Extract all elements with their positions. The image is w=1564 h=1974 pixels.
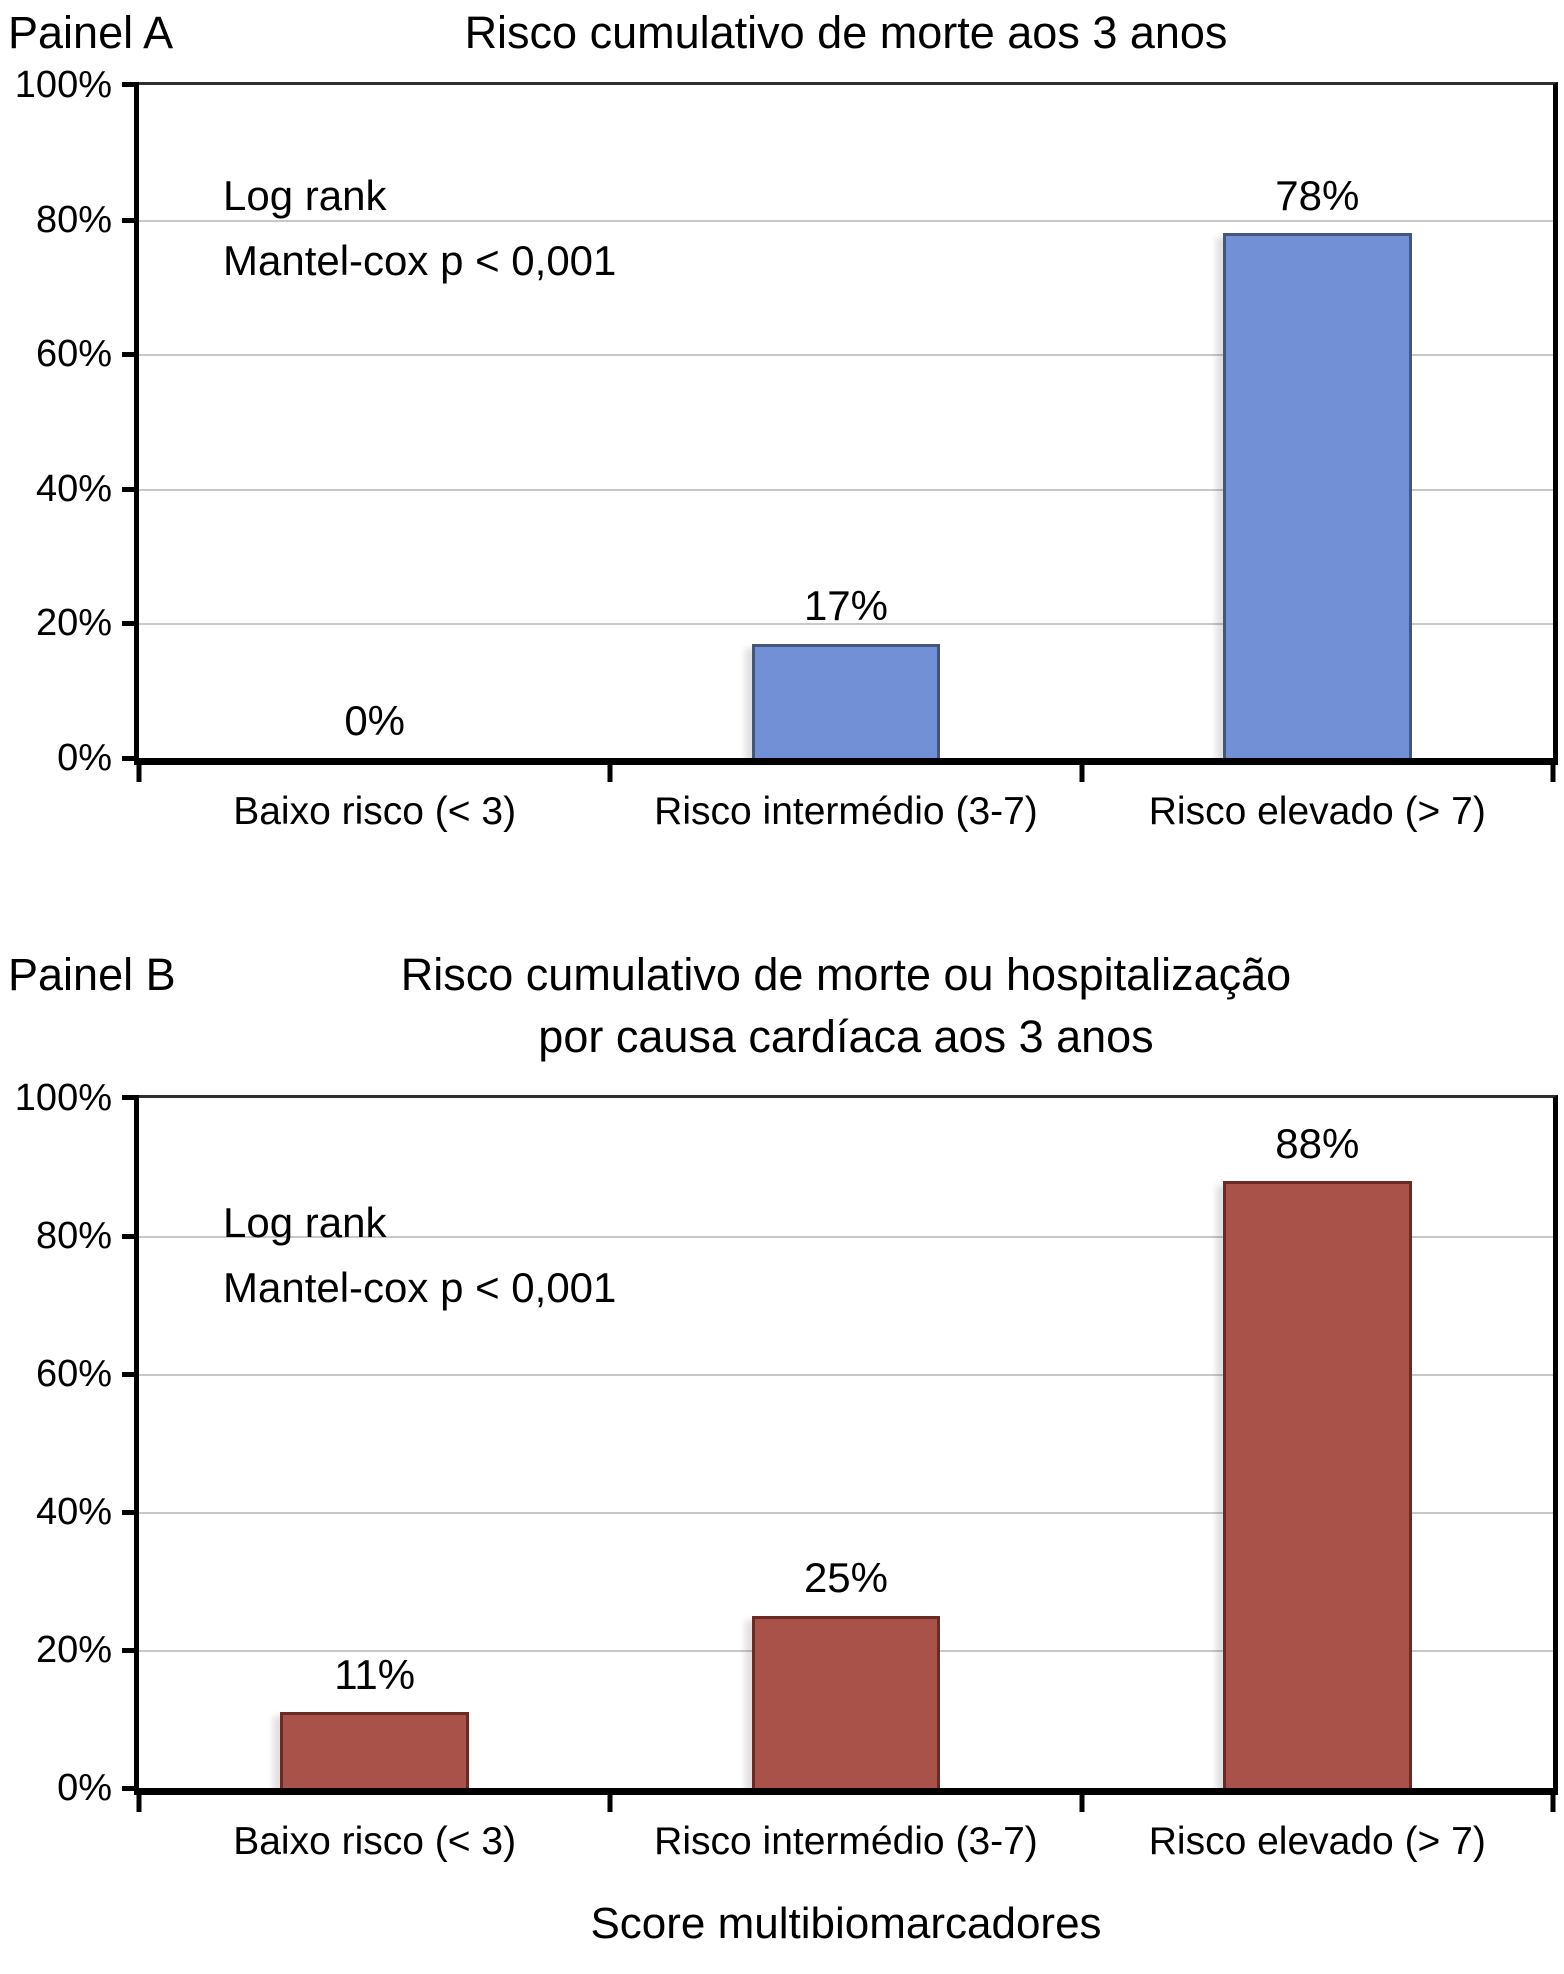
x-axis-title: Score multibiomarcadores [590, 1899, 1102, 1948]
y-axis-tick [122, 1234, 139, 1239]
y-tick-label-60: 60% [35, 1353, 112, 1395]
y-tick-label-0: 0% [57, 1767, 112, 1809]
y-tick-label-80: 80% [35, 1215, 112, 1257]
bar-high-risk [1223, 1180, 1412, 1788]
x-axis-labels: Baixo risco (< 3) Risco intermédio (3-7)… [139, 790, 1553, 834]
x-axis-tick [1079, 1795, 1085, 1812]
log-rank-text: Log rank [223, 1199, 387, 1246]
bar-low-risk [280, 1712, 469, 1788]
y-axis-tick [122, 1786, 139, 1791]
x-label-low-risk: Baixo risco (< 3) [233, 790, 517, 833]
bar-group-intermediate-risk: 25% [610, 1098, 1081, 1788]
y-axis-tick [122, 1095, 139, 1100]
x-label-intermediate-risk: Risco intermédio (3-7) [654, 790, 1038, 833]
gridline-80 [139, 1236, 1553, 1238]
panel-a-plot-area: 100% 80% 60% 40% 20% 0% Log rank Mantel-… [15, 64, 1558, 833]
y-axis-tick [122, 1372, 139, 1377]
x-axis-tick [1550, 1795, 1556, 1812]
bar-group-low-risk: 11% [139, 1098, 610, 1788]
bar-value-label: 17% [803, 582, 889, 630]
log-rank-text: Log rank [223, 172, 387, 219]
panel-a-title: Risco cumulativo de morte aos 3 anos [464, 7, 1228, 58]
gridline-40 [139, 1512, 1553, 1514]
gridline-40 [139, 488, 1553, 491]
y-tick-label-100: 100% [14, 64, 112, 106]
x-label-low-risk: Baixo risco (< 3) [233, 1820, 517, 1863]
y-axis-tick [122, 1648, 139, 1653]
bar-group-intermediate-risk: 17% [610, 85, 1081, 758]
panel-a-label: Painel A [8, 7, 174, 58]
x-label-high-risk: Risco elevado (> 7) [1148, 790, 1486, 833]
x-axis-tick [136, 765, 142, 782]
y-tick-label-100: 100% [14, 1077, 112, 1119]
stat-annotation: Log rank Mantel-cox p < 0,001 [223, 1190, 616, 1320]
x-axis-tick [607, 765, 613, 782]
gridline-60 [139, 354, 1553, 357]
bar-value-label: 11% [334, 1650, 416, 1698]
bar-group-low-risk: 0% [139, 85, 610, 758]
y-tick-label-0: 0% [57, 737, 112, 779]
bar-high-risk [1223, 233, 1412, 758]
bar-value-label: 88% [1275, 1119, 1360, 1167]
bar-group-high-risk: 78% [1082, 85, 1553, 758]
x-label-high-risk: Risco elevado (> 7) [1148, 1820, 1486, 1863]
y-tick-label-40: 40% [35, 467, 112, 510]
y-axis-tick [122, 621, 139, 627]
gridline-80 [139, 219, 1553, 222]
mantel-cox-text: Mantel-cox p < 0,001 [223, 237, 617, 285]
y-axis-tick [122, 486, 139, 492]
x-axis-tick [607, 1795, 613, 1812]
bar-group-high-risk: 88% [1082, 1098, 1553, 1788]
y-tick-label-60: 60% [35, 333, 112, 376]
y-axis-tick [122, 82, 139, 87]
panel-b-label: Painel B [8, 949, 176, 1000]
bar-value-label: 0% [344, 696, 406, 744]
stat-annotation: Log rank Mantel-cox p < 0,001 [223, 163, 616, 293]
bar-value-label: 25% [803, 1554, 889, 1602]
x-label-intermediate-risk: Risco intermédio (3-7) [654, 1820, 1038, 1863]
gridline-60 [139, 1374, 1553, 1376]
y-tick-label-40: 40% [35, 1491, 112, 1533]
x-axis-tick [1079, 765, 1085, 782]
y-tick-label-20: 20% [35, 602, 112, 645]
bar-value-label: 78% [1275, 171, 1360, 219]
mantel-cox-text: Mantel-cox p < 0,001 [223, 1264, 617, 1312]
y-axis-tick [122, 756, 139, 761]
panel-b-title-line2: por causa cardíaca aos 3 anos [538, 1011, 1154, 1062]
gridline-20 [139, 623, 1553, 626]
bar-intermediate-risk [751, 1615, 941, 1788]
x-axis-tick [136, 1795, 142, 1812]
y-tick-label-80: 80% [35, 198, 112, 241]
y-axis-tick [122, 217, 139, 223]
y-axis-tick [122, 352, 139, 358]
y-axis-tick [122, 1510, 139, 1515]
x-axis-labels: Baixo risco (< 3) Risco intermédio (3-7)… [139, 1820, 1553, 1864]
bar-intermediate-risk [751, 643, 941, 758]
panel-b-plot-area: 100% 80% 60% 40% 20% 0% Log rank Mantel-… [15, 1077, 1558, 1863]
x-axis-tick [1550, 765, 1556, 782]
y-tick-label-20: 20% [35, 1629, 112, 1671]
panel-b-title-line1: Risco cumulativo de morte ou hospitaliza… [400, 949, 1292, 1000]
